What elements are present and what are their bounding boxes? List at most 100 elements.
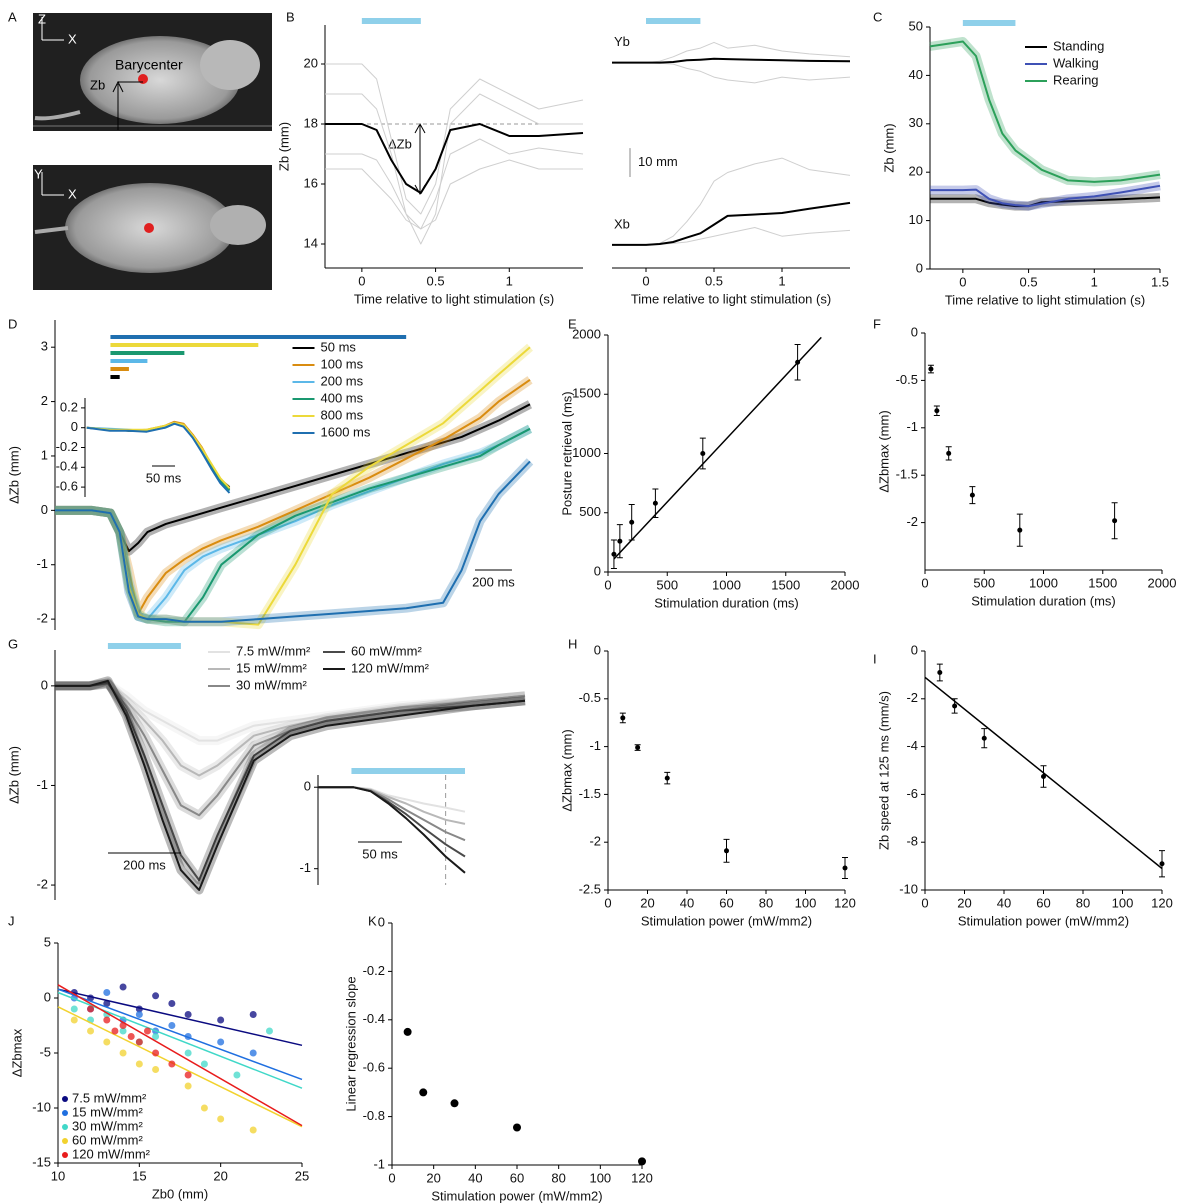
series-label: Yb (614, 34, 630, 49)
panel-a: Z X Zb Barycenter Y X (33, 11, 272, 290)
point (119, 1027, 127, 1035)
point (168, 1060, 176, 1068)
y-tick-label: 3 (41, 339, 48, 354)
point (217, 1115, 225, 1123)
y-tick-label: 0 (916, 260, 923, 275)
scale-bar-label: 200 ms (472, 574, 515, 589)
mouse-head (200, 40, 260, 90)
y-tick-label: 50 (909, 18, 923, 33)
point (638, 1157, 646, 1166)
panel-label: C (873, 9, 882, 24)
y-tick-label: 500 (579, 504, 601, 519)
legend-label: 100 ms (321, 356, 364, 371)
x-tick-label: 1500 (771, 577, 800, 592)
point (233, 1071, 241, 1079)
x-axis-label: Stimulation duration (ms) (971, 593, 1116, 608)
legend-label: 15 mW/mm² (72, 1104, 143, 1119)
y-axis-label: ΔZbmax (mm) (876, 410, 891, 492)
point (934, 408, 940, 414)
point (249, 1126, 257, 1134)
y-axis-label: Posture retrieval (ms) (559, 391, 574, 515)
x-axis-label: Stimulation duration (ms) (654, 595, 799, 610)
tail-top (34, 226, 69, 234)
line (55, 460, 531, 623)
point (200, 1104, 208, 1112)
point (620, 715, 626, 721)
x-tick-label: 0 (358, 273, 365, 288)
y-tick-label: -15 (32, 1154, 51, 1169)
x-tick-label: 120 (631, 1170, 653, 1185)
panel-label: J (8, 913, 15, 928)
axes-icon (41, 172, 64, 196)
y-tick-label: -1.5 (896, 467, 918, 482)
x-tick-label: 1 (778, 273, 785, 288)
x-tick-label: 20 (426, 1170, 440, 1185)
x-tick-label: 20 (640, 895, 654, 910)
y-tick-label: 16 (304, 175, 318, 190)
annotation: ΔZb (388, 136, 412, 151)
legend-label: 60 mW/mm² (351, 643, 422, 658)
line (612, 157, 851, 246)
legend-label: 120 mW/mm² (351, 660, 430, 675)
point (135, 1038, 143, 1046)
y-tick-label: -2 (36, 611, 48, 626)
point (842, 865, 848, 871)
y-tick-label: 1 (41, 447, 48, 462)
y-tick-label: 40 (909, 67, 923, 82)
panel-label: I (873, 651, 877, 666)
x-axis-label: Stimulation power (mW/mm2) (431, 1188, 602, 1203)
y-tick-label: -2.5 (579, 881, 601, 896)
y-tick-label: 1500 (572, 386, 601, 401)
mouse-top-head (210, 205, 266, 245)
point (184, 1011, 192, 1018)
axis-letter: X (68, 31, 77, 46)
y-tick-label: 10 (909, 212, 923, 227)
line (929, 40, 1161, 183)
x-tick-label: 40 (997, 895, 1011, 910)
legend-label: 30 mW/mm² (236, 677, 307, 692)
line (325, 159, 583, 230)
x-tick-label: 0 (604, 577, 611, 592)
legend-label: Walking (1053, 55, 1099, 70)
line (318, 786, 466, 874)
legend-label: 50 ms (321, 339, 357, 354)
fit-line (57, 991, 303, 1089)
y-tick-label: 14 (304, 235, 318, 250)
y-tick-label: -1 (373, 1156, 385, 1171)
y-tick-label: 0 (594, 563, 601, 578)
y-tick-label: 0 (594, 642, 601, 657)
legend-label: 15 mW/mm² (236, 660, 307, 675)
x-tick-label: 60 (510, 1170, 524, 1185)
line (612, 41, 851, 64)
y-tick-label: 2000 (572, 326, 601, 341)
panel-label: D (8, 316, 17, 331)
delta-arrow (414, 122, 426, 196)
y-tick-label: -0.2 (363, 963, 385, 978)
y-tick-label: -10 (899, 881, 918, 896)
mouse-side (80, 36, 240, 124)
y-tick-label: -1.5 (579, 786, 601, 801)
y-tick-label: 20 (304, 55, 318, 70)
scale-bar-label: 200 ms (123, 857, 166, 872)
point (152, 992, 160, 1000)
legend-label: 30 mW/mm² (72, 1118, 143, 1133)
line-band (929, 37, 1161, 187)
point (629, 519, 635, 525)
line (930, 184, 1161, 208)
legend-label: 800 ms (321, 407, 364, 422)
x-tick-label: 2000 (1148, 575, 1177, 590)
legend-marker (62, 1096, 68, 1102)
point (249, 1011, 257, 1018)
y-tick-label: -0.8 (363, 1108, 385, 1123)
y-axis-label: ΔZbmax (mm) (559, 729, 574, 811)
point (103, 1000, 111, 1007)
barycenter-label: Barycenter (115, 57, 183, 73)
point (87, 1027, 95, 1035)
axis-letter: Y (34, 166, 43, 181)
point (1112, 518, 1118, 524)
fit-line (57, 984, 303, 1127)
x-tick-label: 0 (921, 575, 928, 590)
line (612, 227, 851, 246)
x-tick-label: 1500 (1088, 575, 1117, 590)
y-tick-label: -1 (299, 860, 311, 875)
